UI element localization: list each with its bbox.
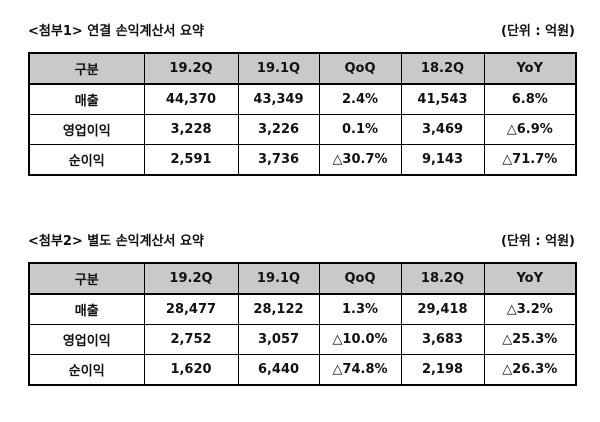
table-block: <첨부1> 연결 손익계산서 요약 (단위 : 억원) 구분 19.2Q 19.1Q Qo… <box>28 20 577 176</box>
cell: 44,370 <box>143 83 239 115</box>
table-title: <첨부1> 연결 손익계산서 요약 <box>28 24 204 39</box>
cell: △25.3% <box>483 324 577 355</box>
row-label: 영업이익 <box>28 324 145 355</box>
header-cell: YoY <box>483 52 577 85</box>
row-label: 순이익 <box>28 354 145 386</box>
header-cell: 19.1Q <box>237 262 320 295</box>
cell: 3,469 <box>400 114 485 145</box>
table: 구분 19.2Q 19.1Q QoQ 18.2Q YoY 매출 44,370 43,349 2.4… <box>28 52 577 176</box>
cell: 1,620 <box>143 354 239 386</box>
header-cell: 19.1Q <box>237 52 320 85</box>
table: 구분 19.2Q 19.1Q QoQ 18.2Q YoY 매출 28,477 28,122 1.3… <box>28 262 577 386</box>
unit-label: (단위 : 억원) <box>501 234 575 249</box>
cell: 1.3% <box>318 293 402 325</box>
cell: △6.9% <box>483 114 577 145</box>
header-cell: QoQ <box>318 52 402 85</box>
cell: △10.0% <box>318 324 402 355</box>
header-cell: YoY <box>483 262 577 295</box>
cell: 3,228 <box>143 114 239 145</box>
row-label: 매출 <box>28 83 145 115</box>
header-row: 구분 19.2Q 19.1Q QoQ 18.2Q YoY <box>28 262 577 295</box>
unit-label: (단위 : 억원) <box>501 24 575 39</box>
header-cell: 18.2Q <box>400 262 485 295</box>
header-cell: 18.2Q <box>400 52 485 85</box>
cell: △71.7% <box>483 144 577 176</box>
header-cell: 구분 <box>28 52 145 85</box>
cell: 43,349 <box>237 83 320 115</box>
cell: 2,591 <box>143 144 239 176</box>
row-label: 순이익 <box>28 144 145 176</box>
cell: △74.8% <box>318 354 402 386</box>
cell: △26.3% <box>483 354 577 386</box>
table-block: <첨부2> 별도 손익계산서 요약 (단위 : 억원) 구분 19.2Q 19.1Q Qo… <box>28 230 577 386</box>
cell: 2,752 <box>143 324 239 355</box>
row: 순이익 1,620 6,440 △74.8% 2,198 △26.3% <box>28 354 577 386</box>
caption: <첨부1> 연결 손익계산서 요약 (단위 : 억원) <box>28 20 575 40</box>
row-label: 매출 <box>28 293 145 325</box>
cell: 9,143 <box>400 144 485 176</box>
cell: 0.1% <box>318 114 402 145</box>
cell: 2,198 <box>400 354 485 386</box>
row: 순이익 2,591 3,736 △30.7% 9,143 △71.7% <box>28 144 577 176</box>
row: 영업이익 2,752 3,057 △10.0% 3,683 △25.3% <box>28 324 577 355</box>
cell: 29,418 <box>400 293 485 325</box>
row: 영업이익 3,228 3,226 0.1% 3,469 △6.9% <box>28 114 577 145</box>
table-title: <첨부2> 별도 손익계산서 요약 <box>28 234 204 249</box>
header-cell: QoQ <box>318 262 402 295</box>
caption: <첨부2> 별도 손익계산서 요약 (단위 : 억원) <box>28 230 575 250</box>
header-cell: 구분 <box>28 262 145 295</box>
cell: 3,736 <box>237 144 320 176</box>
cell: △30.7% <box>318 144 402 176</box>
row-label: 영업이익 <box>28 114 145 145</box>
cell: 2.4% <box>318 83 402 115</box>
row: 매출 44,370 43,349 2.4% 41,543 6.8% <box>28 83 577 115</box>
cell: 3,057 <box>237 324 320 355</box>
row: 매출 28,477 28,122 1.3% 29,418 △3.2% <box>28 293 577 325</box>
header-cell: 19.2Q <box>143 262 239 295</box>
cell: 6,440 <box>237 354 320 386</box>
cell: 3,226 <box>237 114 320 145</box>
header-row: 구분 19.2Q 19.1Q QoQ 18.2Q YoY <box>28 52 577 85</box>
cell: 3,683 <box>400 324 485 355</box>
cell: △3.2% <box>483 293 577 325</box>
cell: 28,122 <box>237 293 320 325</box>
cell: 41,543 <box>400 83 485 115</box>
header-cell: 19.2Q <box>143 52 239 85</box>
cell: 6.8% <box>483 83 577 115</box>
cell: 28,477 <box>143 293 239 325</box>
